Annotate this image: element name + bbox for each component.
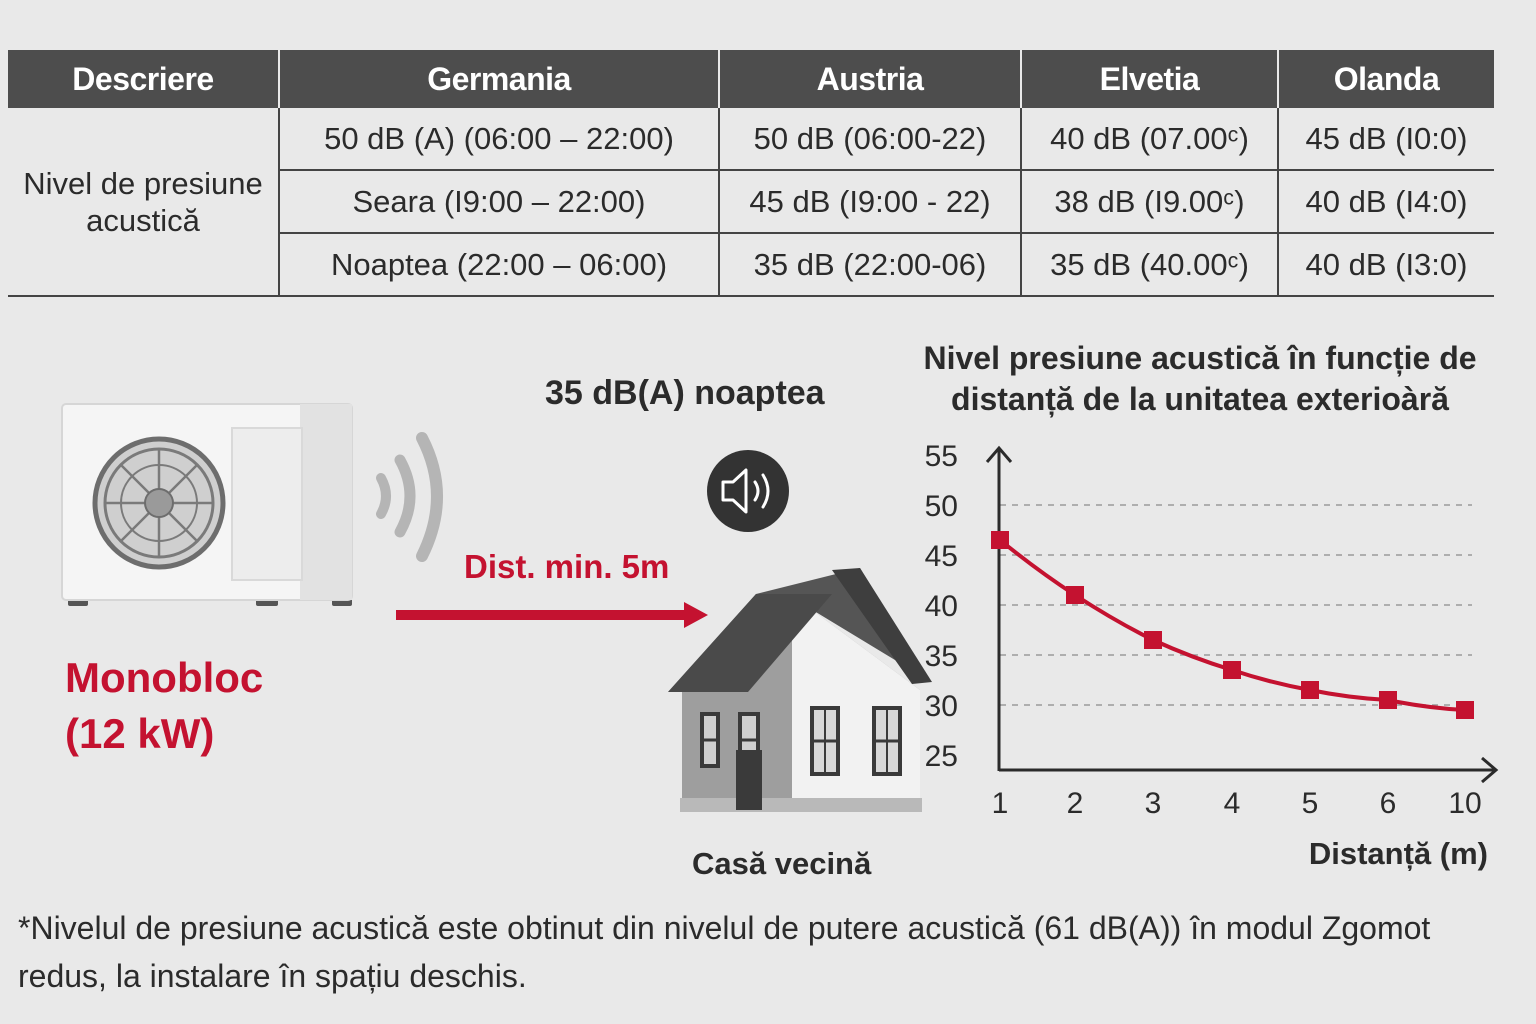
- table-cell: 35 dB (40.00ᶜ): [1020, 233, 1278, 297]
- data-point: [1066, 586, 1084, 604]
- speaker-icon: [707, 450, 789, 532]
- data-point: [1379, 691, 1397, 709]
- series-line: [991, 531, 1474, 719]
- house-icon: [668, 568, 932, 812]
- unit-label: Monobloc (12 kW): [65, 650, 263, 762]
- x-tick-label: 3: [1145, 787, 1162, 820]
- chart-x-axis-label: Distanță (m): [1308, 836, 1488, 871]
- table-cell: Seara (I9:00 – 22:00): [278, 170, 719, 234]
- y-tick-label: 30: [925, 690, 958, 723]
- chart-axes: [985, 445, 1499, 784]
- table-cell: 45 dB (I9:00 - 22): [718, 170, 1021, 234]
- data-point: [1144, 631, 1162, 649]
- table-header-row: Descriere Germania Austria Elvetia Oland…: [8, 50, 1494, 108]
- x-tick-label: 10: [1448, 787, 1481, 820]
- unit-label-line1: Monobloc: [65, 654, 264, 701]
- sound-waves-icon: [376, 432, 443, 562]
- y-tick-label: 40: [925, 590, 958, 623]
- table-cell: 40 dB (07.00ᶜ): [1020, 108, 1278, 171]
- distance-label: Dist. min. 5m: [464, 548, 670, 585]
- header-germania: Germania: [278, 50, 719, 108]
- table-row: Nivel de presiune acustică 50 dB (A) (06…: [8, 108, 1494, 297]
- x-tick-labels: 1 2 3 4 5 6 10: [992, 787, 1482, 820]
- y-tick-label: 35: [925, 640, 958, 673]
- header-olanda: Olanda: [1277, 50, 1494, 108]
- y-tick-label: 45: [925, 540, 958, 573]
- y-tick-label: 50: [925, 490, 958, 523]
- unit-label-line2: (12 kW): [65, 710, 215, 757]
- data-point: [1223, 661, 1241, 679]
- footnote: *Nivelul de presiune acustică este obtin…: [18, 910, 1431, 994]
- x-tick-label: 2: [1067, 787, 1084, 820]
- table-row: Seara (I9:00 – 22:00) 45 dB (I9:00 - 22)…: [8, 170, 1494, 234]
- table-cell: 35 dB (22:00-06): [718, 233, 1021, 297]
- series-path: [998, 538, 1466, 712]
- x-tick-label: 5: [1302, 787, 1319, 820]
- house-label: Casă vecină: [692, 846, 872, 881]
- table-cell: 45 dB (I0:0): [1277, 108, 1494, 171]
- data-point: [1301, 681, 1319, 699]
- y-tick-labels: 55 50 45 40 35 30 25: [925, 440, 958, 773]
- header-austria: Austria: [718, 50, 1021, 108]
- table-cell: 50 dB (06:00-22): [718, 108, 1021, 171]
- table-cell: 40 dB (I3:0): [1277, 233, 1494, 297]
- x-tick-label: 6: [1380, 787, 1397, 820]
- night-level-label: 35 dB(A) noaptea: [545, 374, 825, 412]
- table-cell: 40 dB (I4:0): [1277, 170, 1494, 234]
- table-cell: 50 dB (A) (06:00 – 22:00): [278, 108, 719, 171]
- table-cell: 38 dB (I9.00ᶜ): [1020, 170, 1278, 234]
- y-tick-label: 25: [925, 740, 958, 773]
- outdoor-unit-icon: [61, 403, 353, 606]
- noise-regulations-table: Descriere Germania Austria Elvetia Oland…: [8, 50, 1494, 297]
- header-elvetia: Elvetia: [1020, 50, 1278, 108]
- y-tick-label: 55: [925, 440, 958, 473]
- header-descriere: Descriere: [8, 50, 279, 108]
- arrow-right-icon: [396, 602, 708, 628]
- x-tick-label: 1: [992, 787, 1009, 820]
- data-point: [991, 531, 1009, 549]
- description-cell: Nivel de presiune acustică: [8, 108, 279, 297]
- table-cell: Noaptea (22:00 – 06:00): [278, 233, 719, 297]
- x-tick-label: 4: [1224, 787, 1241, 820]
- table-row: Noaptea (22:00 – 06:00) 35 dB (22:00-06)…: [8, 233, 1494, 297]
- chart-title: Nivel presiune acustică în funcție de di…: [923, 340, 1477, 417]
- data-point: [1456, 701, 1474, 719]
